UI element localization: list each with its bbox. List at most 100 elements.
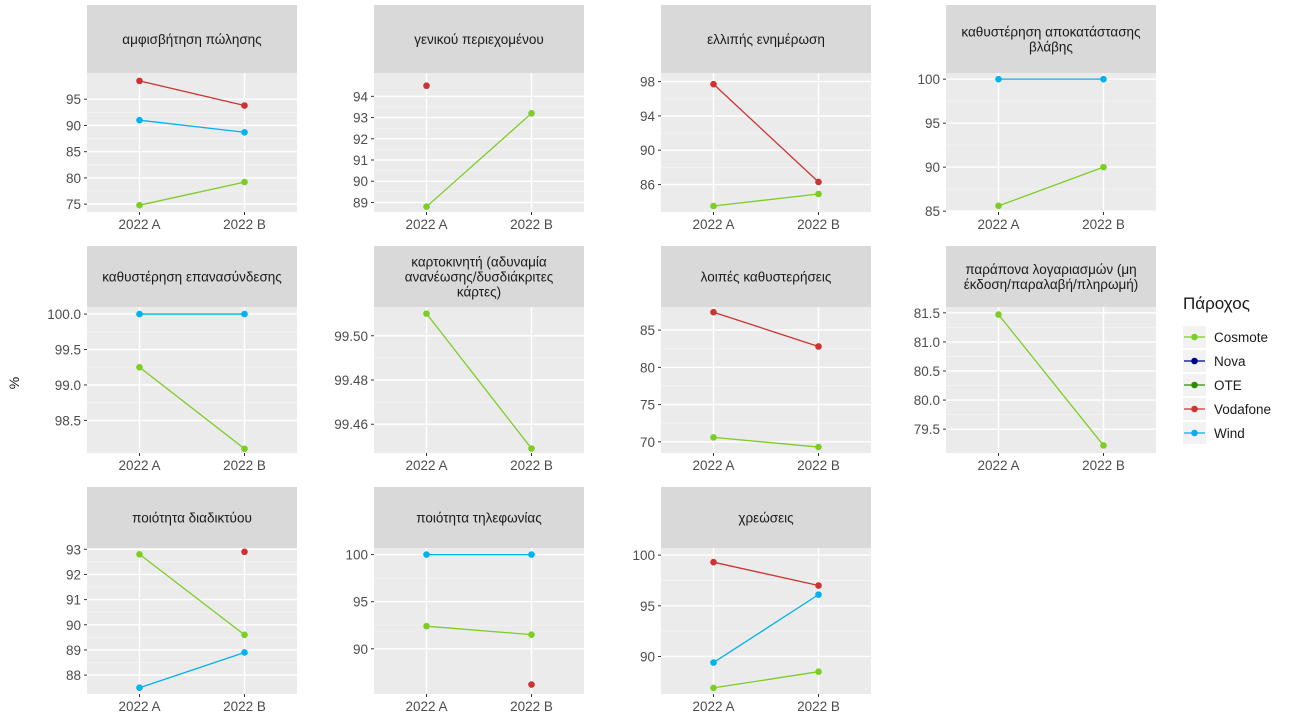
data-point — [241, 445, 248, 453]
data-point — [1100, 442, 1107, 449]
y-tick-label: 100.0 — [47, 307, 81, 322]
facet-panel: καθυστέρηση επανασύνδεσης 98.5 99.0 99.5 100… — [47, 246, 297, 473]
legend: Πάροχος Cosmote Nova OTE Vodafone Wind — [1183, 294, 1271, 444]
legend-key-point — [1191, 405, 1198, 413]
data-point — [136, 684, 143, 692]
data-point — [1100, 163, 1107, 171]
x-tick-label: 2022 B — [1082, 458, 1125, 473]
data-point — [241, 128, 248, 136]
data-point — [528, 631, 535, 638]
x-tick-label: 2022 B — [797, 458, 840, 473]
y-tick-label: 98.5 — [55, 413, 81, 428]
data-point — [241, 310, 248, 318]
data-point — [136, 201, 143, 209]
plot-background — [661, 548, 871, 694]
legend-entry: Cosmote — [1183, 326, 1268, 348]
x-tick-label: 2022 B — [223, 699, 266, 714]
data-point — [423, 203, 430, 210]
y-tick-label: 92 — [66, 567, 81, 582]
facet-title-line: ποιότητα διαδικτύου — [132, 511, 252, 526]
y-tick-label: 85 — [925, 204, 940, 219]
data-point — [136, 363, 143, 371]
y-tick-label: 90 — [640, 143, 655, 158]
legend-title: Πάροχος — [1183, 294, 1250, 313]
data-point — [528, 110, 535, 117]
facet-strip — [374, 487, 584, 548]
y-tick-label: 90 — [353, 642, 368, 657]
series-line — [425, 313, 533, 449]
data-point — [710, 558, 717, 566]
facet-title-line: καθυστέρηση αποκατάστασης — [961, 25, 1141, 40]
series-line — [139, 651, 245, 689]
data-point — [815, 582, 822, 589]
y-tick-label: 80.5 — [914, 364, 940, 379]
data-point — [710, 684, 717, 692]
data-point — [528, 445, 535, 452]
data-point — [815, 443, 822, 451]
facet-panel: ποιότητα διαδικτύου 88 89 90 91 92 93 2022 A 202… — [66, 487, 297, 714]
y-tick-label: 100 — [917, 72, 940, 87]
data-point — [1100, 75, 1107, 83]
legend-label: OTE — [1214, 378, 1242, 393]
series-line — [139, 80, 245, 107]
y-tick-label: 95 — [640, 599, 655, 614]
data-point — [136, 77, 143, 85]
x-tick-label: 2022 A — [405, 217, 447, 232]
series-line — [426, 112, 532, 208]
y-tick-label: 90 — [66, 118, 81, 133]
data-point — [710, 202, 717, 210]
legend-entry: Nova — [1183, 350, 1246, 372]
legend-label: Nova — [1214, 354, 1246, 369]
plot-background — [946, 73, 1156, 212]
facet-strip — [946, 246, 1156, 307]
x-tick-label: 2022 B — [797, 217, 840, 232]
x-tick-label: 2022 A — [405, 699, 447, 714]
legend-entry: Wind — [1183, 422, 1245, 444]
plot-background — [374, 548, 584, 694]
legend-label: Wind — [1214, 426, 1245, 441]
x-tick-label: 2022 B — [223, 458, 266, 473]
plot-background — [87, 548, 297, 694]
series-line — [713, 83, 819, 183]
facet-title-line: έκδοση/παραλαβή/πληρωμή) — [964, 277, 1139, 292]
facet-strip — [661, 5, 871, 73]
data-point — [136, 550, 143, 558]
x-tick-label: 2022 A — [692, 217, 734, 232]
y-tick-label: 90 — [66, 618, 81, 633]
data-point — [136, 310, 143, 318]
series-line — [139, 553, 245, 636]
x-tick-label: 2022 B — [510, 217, 553, 232]
plot-background — [87, 307, 297, 453]
data-point — [241, 631, 248, 639]
y-tick-label: 94 — [353, 89, 369, 104]
legend-entry: OTE — [1183, 374, 1242, 396]
y-tick-label: 95 — [925, 116, 940, 131]
data-point — [815, 343, 822, 350]
plot-background — [661, 307, 871, 453]
x-tick-label: 2022 B — [797, 699, 840, 714]
y-tick-label: 75 — [640, 398, 655, 413]
series-line — [997, 314, 1105, 446]
legend-label: Vodafone — [1214, 402, 1271, 417]
y-tick-label: 100 — [345, 548, 368, 563]
x-tick-label: 2022 A — [977, 217, 1019, 232]
legend-entry: Vodafone — [1183, 398, 1271, 420]
facet-panel: καρτοκινητή (αδυναμίαανανέωσης/δυσδιάκρι… — [334, 246, 584, 473]
plot-background — [374, 73, 584, 212]
data-point — [528, 551, 535, 558]
y-tick-label: 89 — [353, 195, 368, 210]
x-tick-label: 2022 A — [118, 699, 160, 714]
facet-panel: ελλιπής ενημέρωση 86 90 94 98 2022 A 2022 B — [640, 5, 871, 232]
x-tick-label: 2022 A — [692, 699, 734, 714]
data-point — [995, 202, 1002, 210]
plot-background — [87, 73, 297, 212]
y-tick-label: 79.5 — [914, 422, 940, 437]
data-point — [241, 649, 248, 656]
data-point — [423, 622, 430, 630]
y-tick-label: 95 — [353, 595, 368, 610]
facet-strip — [374, 246, 584, 307]
y-tick-label: 93 — [66, 542, 81, 557]
legend-key-point — [1191, 381, 1198, 389]
